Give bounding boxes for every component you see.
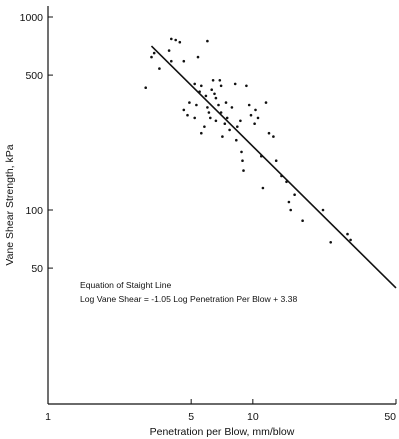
- data-point: [193, 116, 196, 120]
- data-points: [144, 37, 352, 244]
- x-axis-label: Penetration per Blow, mm/blow: [150, 426, 295, 438]
- data-point: [214, 96, 218, 100]
- equation-title: Equation of Staight Line: [80, 280, 171, 290]
- tick-marks: [47, 16, 397, 404]
- data-point: [213, 92, 216, 96]
- y-axis-label: Vane Shear Strength, kPa: [4, 144, 16, 265]
- data-point: [230, 106, 234, 109]
- data-point: [293, 193, 296, 196]
- data-point: [254, 108, 257, 112]
- data-point: [233, 82, 237, 86]
- data-point: [188, 101, 191, 104]
- y-tick-label: 50: [31, 263, 43, 275]
- data-point: [235, 138, 238, 142]
- x-tick-label: 1: [45, 411, 51, 423]
- data-point: [236, 125, 239, 128]
- data-point: [241, 159, 244, 162]
- data-point: [196, 55, 200, 59]
- data-point: [249, 113, 253, 117]
- data-point: [280, 174, 283, 178]
- data-point: [228, 128, 231, 132]
- data-point: [204, 94, 208, 98]
- data-point: [224, 101, 228, 104]
- x-tick-label: 10: [247, 411, 259, 423]
- data-point: [260, 154, 263, 158]
- data-point: [242, 169, 245, 172]
- data-point: [195, 103, 198, 107]
- data-point: [200, 84, 203, 88]
- data-point: [346, 232, 349, 236]
- x-tick-label: 5: [188, 411, 194, 423]
- data-point: [256, 116, 260, 120]
- data-point: [203, 125, 206, 128]
- data-point: [174, 38, 177, 42]
- data-point: [261, 186, 265, 190]
- data-point: [178, 40, 182, 44]
- data-point: [167, 49, 171, 52]
- data-point: [349, 238, 352, 242]
- data-point: [287, 200, 291, 204]
- data-point: [274, 159, 278, 162]
- data-point: [253, 122, 256, 125]
- data-point: [210, 88, 213, 91]
- data-point: [217, 103, 220, 107]
- axes: [47, 6, 396, 405]
- data-point: [150, 55, 153, 59]
- data-point: [285, 180, 288, 184]
- data-point: [329, 241, 333, 244]
- data-point: [152, 51, 156, 55]
- y-tick-label: 500: [25, 70, 43, 82]
- data-point: [225, 116, 229, 120]
- x-tick-label: 50: [384, 411, 396, 423]
- data-point: [186, 113, 189, 117]
- data-point: [223, 122, 227, 125]
- tick-labels: 50 100 500 1000 1 5 10 50: [20, 12, 397, 423]
- data-point: [219, 84, 223, 88]
- data-point: [219, 111, 223, 114]
- data-point: [207, 111, 211, 114]
- data-point: [211, 79, 215, 82]
- data-point: [289, 208, 293, 212]
- data-point: [301, 219, 304, 222]
- data-point: [218, 79, 222, 82]
- data-point: [200, 131, 203, 135]
- fit-line: [150, 45, 397, 289]
- data-point: [198, 90, 201, 93]
- data-point: [221, 135, 224, 138]
- data-point: [144, 86, 147, 89]
- data-point: [239, 119, 242, 123]
- data-point: [182, 59, 186, 63]
- data-point: [247, 103, 251, 107]
- data-point: [209, 116, 212, 120]
- data-point: [214, 119, 218, 123]
- y-tick-label: 1000: [20, 12, 44, 24]
- y-tick-label: 100: [25, 205, 43, 217]
- data-point: [206, 106, 209, 109]
- data-point: [321, 208, 325, 212]
- data-point: [158, 67, 161, 70]
- data-point: [170, 59, 173, 63]
- equation-text: Log Vane Shear = -1.05 Log Penetration P…: [80, 294, 297, 304]
- data-point: [245, 84, 248, 88]
- data-point: [264, 101, 268, 104]
- data-point: [170, 37, 173, 41]
- data-point: [267, 131, 271, 135]
- data-point: [193, 82, 196, 86]
- data-point: [240, 150, 243, 154]
- data-point: [182, 108, 186, 112]
- data-point: [272, 135, 275, 138]
- data-point: [206, 39, 209, 43]
